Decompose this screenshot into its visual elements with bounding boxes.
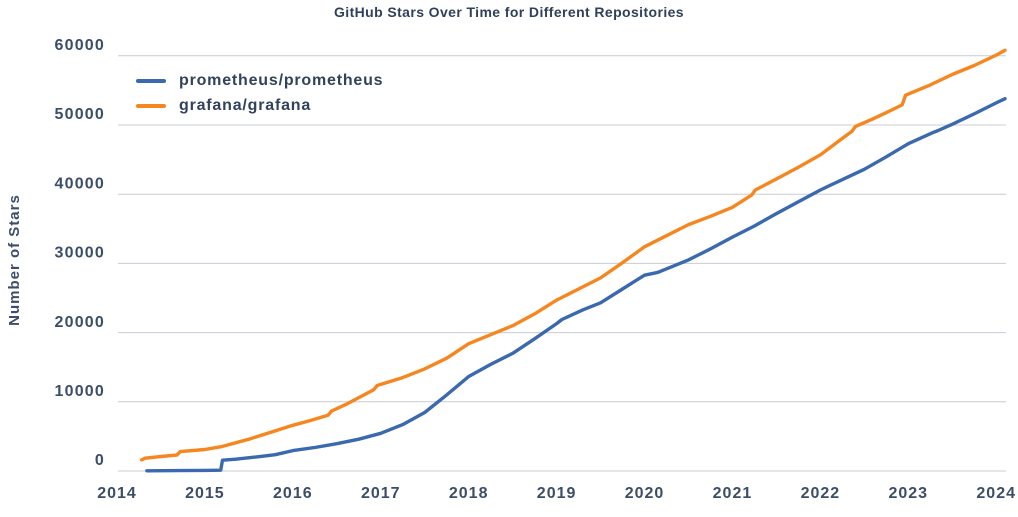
x-tick-label: 2024 <box>976 485 1016 502</box>
x-tick-label: 2016 <box>273 485 313 502</box>
y-tick-label: 30000 <box>55 245 106 262</box>
chart-title: GitHub Stars Over Time for Different Rep… <box>334 4 684 20</box>
legend-label-grafana: grafana/grafana <box>179 97 312 114</box>
series-line-grafana <box>139 48 1007 462</box>
y-tick-label: 40000 <box>55 175 106 192</box>
legend-item-grafana: grafana/grafana <box>136 97 383 115</box>
series-line-prometheus <box>145 96 1007 473</box>
legend-item-prometheus: prometheus/prometheus <box>136 72 383 90</box>
y-tick-label: 20000 <box>55 314 106 331</box>
x-tick-label: 2017 <box>361 485 401 502</box>
y-tick-label: 10000 <box>55 383 106 400</box>
y-tick-label: 60000 <box>55 37 106 54</box>
x-tick-label: 2018 <box>449 485 489 502</box>
legend: prometheus/prometheus grafana/grafana <box>136 72 383 115</box>
x-tick-label: 2014 <box>97 485 137 502</box>
legend-label-prometheus: prometheus/prometheus <box>179 72 384 89</box>
x-tick-label: 2020 <box>625 485 665 502</box>
x-tick-label: 2022 <box>801 485 841 502</box>
x-tick-label: 2019 <box>537 485 577 502</box>
x-tick-label: 2021 <box>713 485 753 502</box>
prometheus-line-swatch <box>136 79 166 83</box>
x-tick-label: 2015 <box>185 485 225 502</box>
y-tick-label: 0 <box>95 452 105 469</box>
grafana-line-swatch <box>136 104 166 108</box>
x-tick-label: 2023 <box>888 485 928 502</box>
y-tick-label: 50000 <box>55 106 106 123</box>
